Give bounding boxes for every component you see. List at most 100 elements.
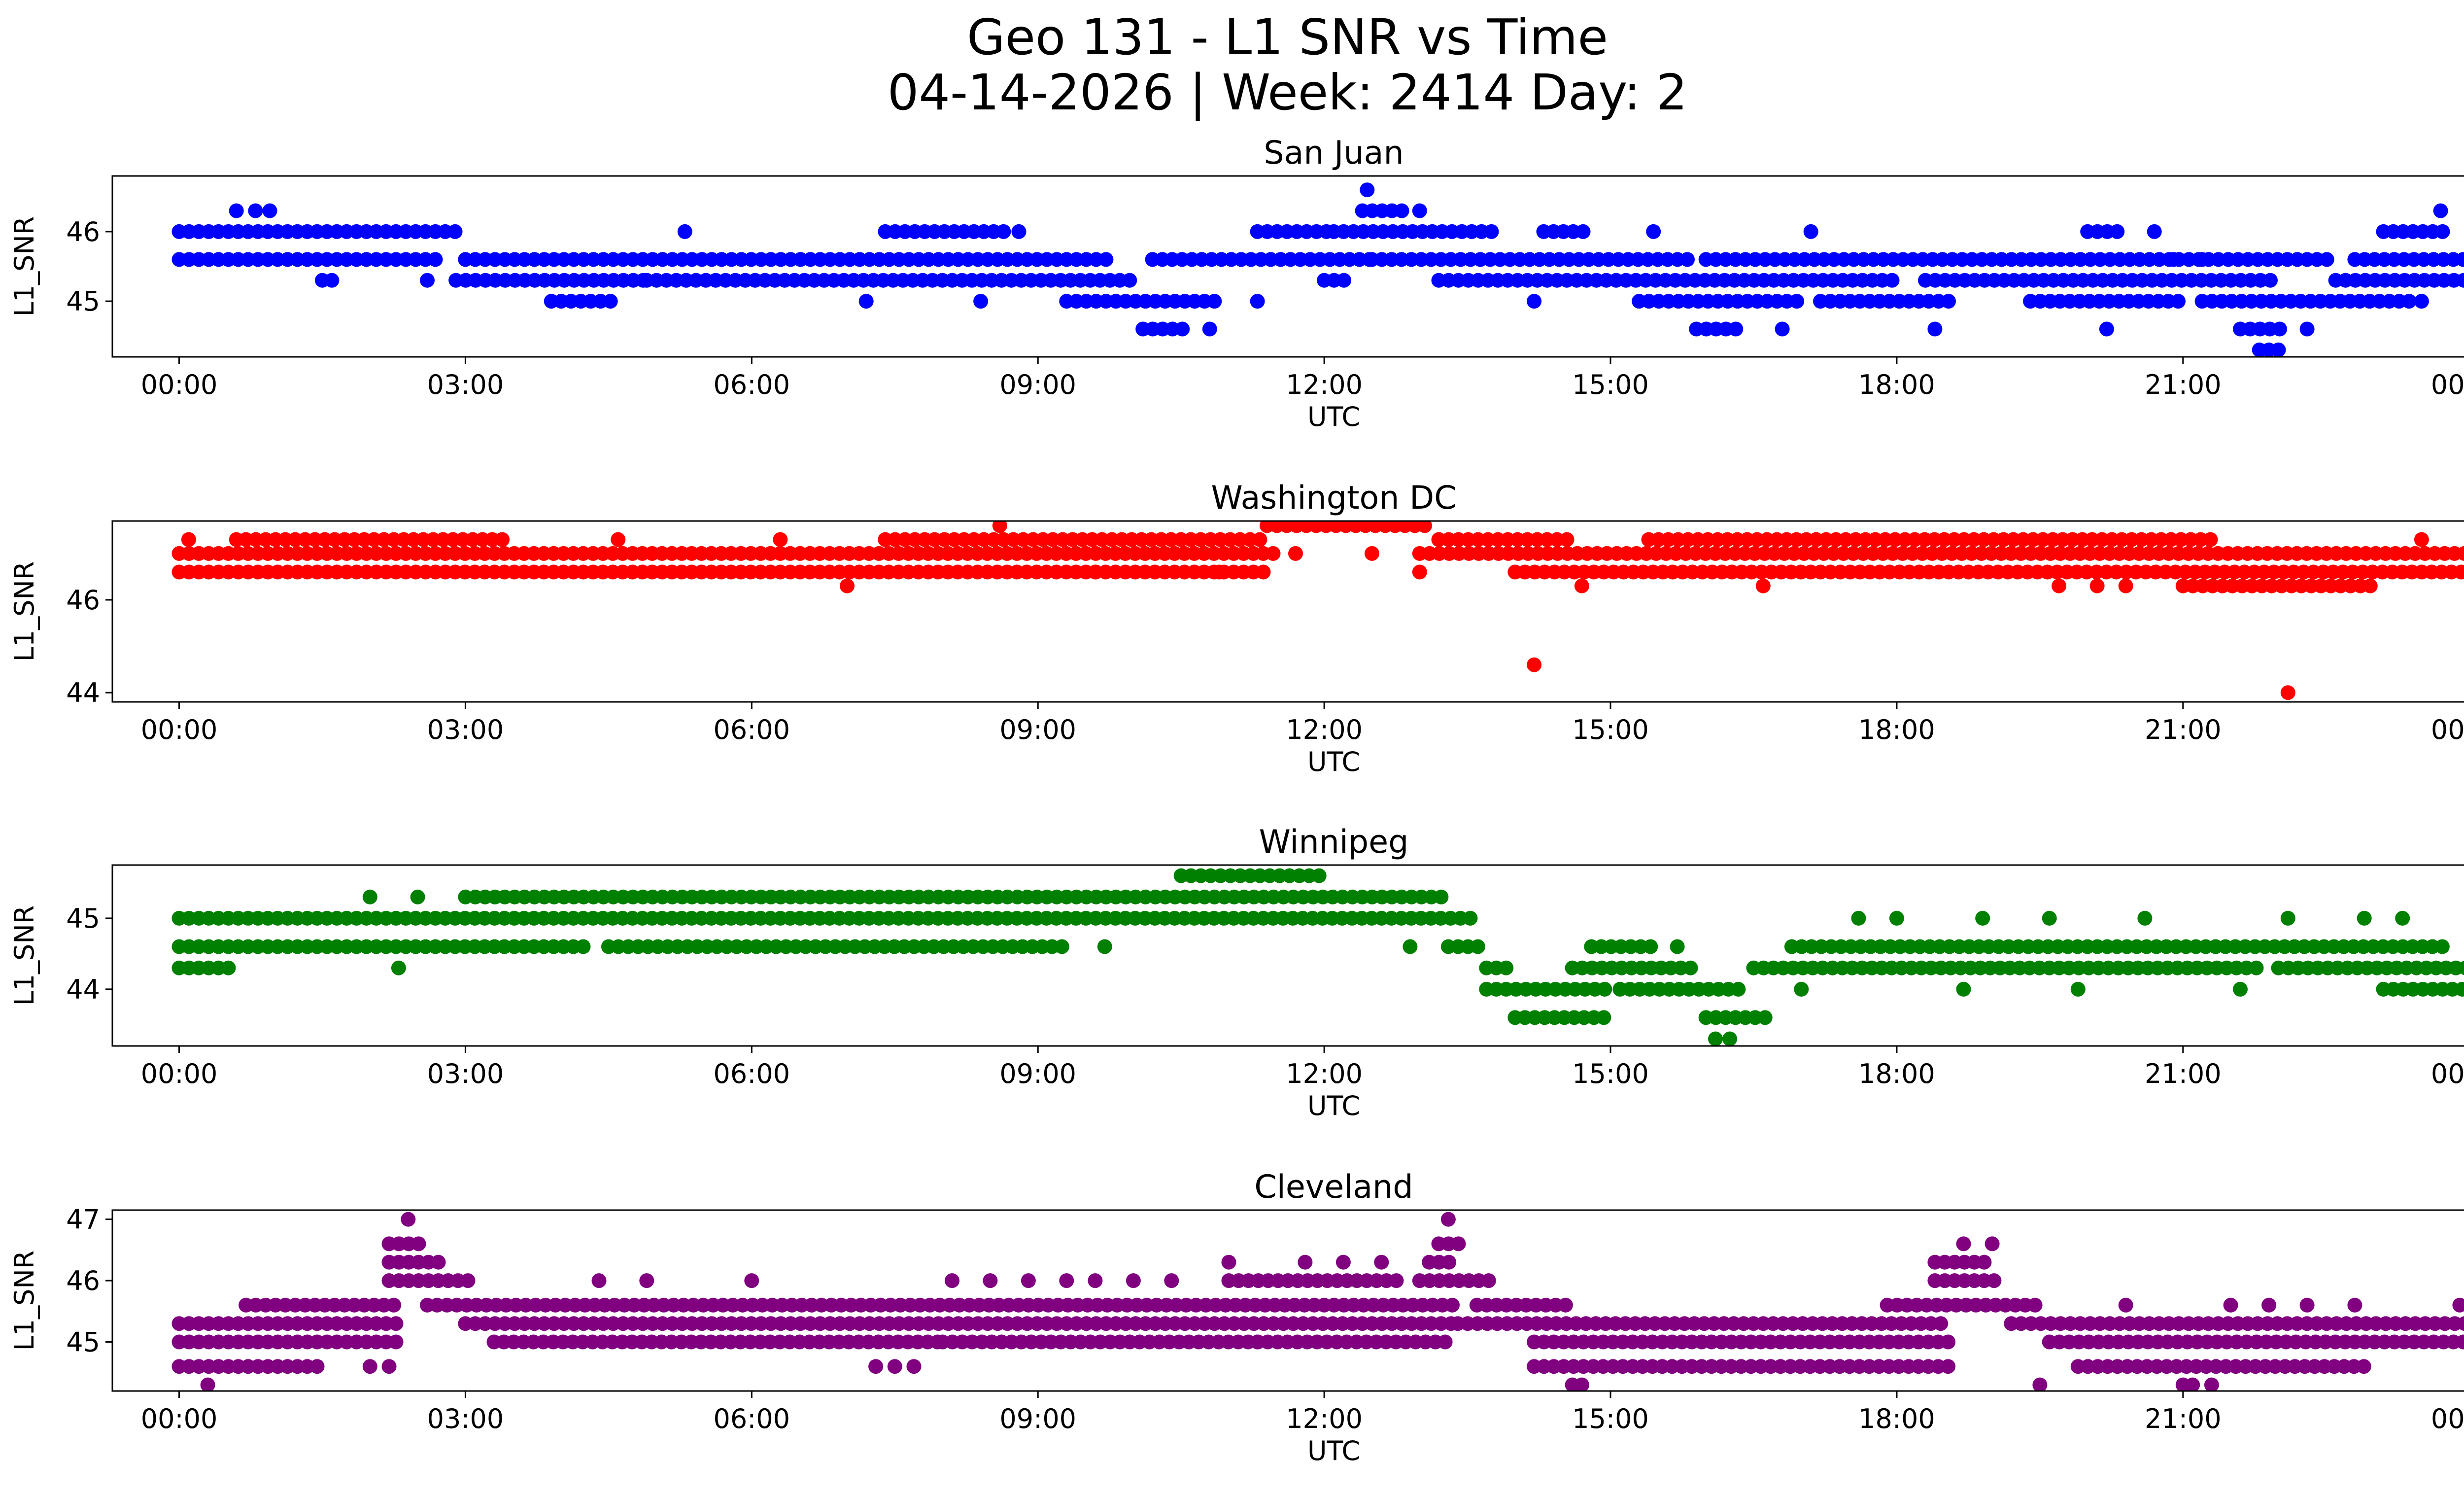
data-point	[1266, 546, 1281, 561]
y-axis-label: L1_SNR	[9, 561, 40, 662]
data-point	[495, 532, 510, 547]
data-point	[447, 224, 463, 239]
x-tick-label: 06:00	[714, 369, 790, 400]
data-point	[2299, 1297, 2315, 1313]
data-point	[1757, 1010, 1773, 1025]
data-point	[1755, 578, 1771, 593]
x-tick-label: 00:00	[141, 1403, 218, 1434]
data-point	[2223, 1297, 2238, 1313]
figure-title: Geo 131 - L1 SNR vs Time 04-14-2026 | We…	[0, 10, 2464, 120]
data-point	[1088, 1273, 1103, 1288]
x-tick-label: 03:00	[427, 1058, 504, 1089]
scatter-series-washington-dc	[171, 521, 2464, 700]
data-point	[2194, 252, 2210, 267]
data-point	[221, 960, 236, 975]
data-point	[1256, 564, 1271, 580]
axes-frame	[111, 520, 2464, 703]
data-point	[2027, 1297, 2043, 1313]
x-tick-label: 06:00	[714, 714, 790, 745]
data-point	[2118, 578, 2133, 593]
data-point	[1437, 1334, 1453, 1350]
data-point	[262, 203, 277, 218]
x-tick-label: 09:00	[999, 714, 1076, 745]
data-point	[2347, 1297, 2362, 1313]
data-point	[1374, 1254, 1389, 1270]
x-tick-label: 00:00	[141, 1058, 218, 1089]
y-tick-label: 44	[66, 677, 100, 708]
data-point	[2456, 1334, 2464, 1350]
data-point	[2395, 910, 2410, 926]
data-point	[1360, 182, 1375, 198]
data-point	[1986, 1273, 2002, 1288]
data-point	[1250, 1334, 1265, 1350]
data-point	[1434, 889, 1449, 904]
x-tick-label: 00:00	[141, 714, 218, 745]
data-point	[1775, 321, 1790, 337]
y-tick-label: 47	[66, 1204, 100, 1235]
data-point	[1481, 1273, 1496, 1288]
data-point	[1941, 294, 1956, 309]
data-point	[2249, 960, 2264, 975]
data-point	[1311, 868, 1327, 883]
data-point	[1985, 1236, 2000, 1252]
data-point	[1403, 939, 1418, 954]
data-point	[2099, 321, 2114, 337]
data-point	[1670, 939, 1685, 954]
x-tick-label: 00:00	[141, 369, 218, 400]
x-tick-label: 21:00	[2145, 1058, 2222, 1089]
data-point	[1941, 1359, 1956, 1374]
data-point	[410, 889, 425, 904]
data-point	[611, 532, 626, 547]
data-point	[1559, 532, 1574, 547]
panel-cleveland: Cleveland 00:00 03:00 06:00 09:00 12:00 15:00 1…	[9, 1169, 2464, 1466]
data-point	[1221, 1254, 1236, 1270]
data-point	[2280, 685, 2295, 700]
data-point	[1389, 1273, 1404, 1288]
data-point	[1445, 1297, 1460, 1313]
data-point	[1527, 657, 1542, 672]
x-tick-label: 03:00	[427, 714, 504, 745]
figure-title-line-1: Geo 131 - L1 SNR vs Time	[967, 8, 1608, 66]
y-axis-label: L1_SNR	[9, 216, 40, 317]
data-point	[2414, 294, 2429, 309]
data-point	[2458, 961, 2464, 975]
data-point	[1059, 1273, 1074, 1288]
data-point	[576, 939, 591, 954]
data-point	[1889, 910, 1904, 926]
data-point	[420, 273, 435, 288]
x-tick-label: 18:00	[1858, 1403, 1935, 1434]
data-point	[1597, 981, 1612, 997]
y-tick-label: 46	[66, 216, 100, 247]
x-tick-label: 09:00	[999, 1058, 1076, 1089]
x-tick-label: 21:00	[2145, 1403, 2222, 1434]
x-tick-label: 06:00	[714, 1058, 790, 1089]
data-point	[1977, 1254, 1992, 1270]
data-point	[428, 252, 443, 267]
y-tick-label: 45	[66, 1326, 100, 1357]
x-axis-label: UTC	[1307, 1435, 1360, 1466]
data-point	[1574, 1377, 1589, 1391]
x-tick-label: 03:00	[427, 1403, 504, 1434]
data-point	[431, 1254, 446, 1270]
data-point	[1412, 564, 1427, 580]
data-point	[992, 521, 1007, 533]
axes-frame	[111, 175, 2464, 358]
data-point	[1484, 224, 1499, 239]
data-point	[1851, 910, 1866, 926]
data-point	[2362, 578, 2378, 593]
x-tick-label: 03:00	[427, 369, 504, 400]
data-point	[887, 1359, 902, 1374]
panel-san-juan: San Juan 00:00 03:00 06:00 09:00 12:00 15:00 18…	[9, 135, 2464, 432]
data-point	[1575, 224, 1591, 239]
panel-title: Cleveland	[1254, 1169, 1413, 1206]
panel-washington-dc: Washington DC 00:00 03:00 06:00 09:00 12:00 15…	[9, 480, 2464, 777]
scatter-series-san-juan	[171, 182, 2464, 357]
data-point	[1126, 1273, 1141, 1288]
data-point	[1728, 321, 1744, 337]
data-point	[1336, 273, 1352, 288]
data-point	[1558, 1297, 1573, 1313]
x-axis-label: UTC	[1307, 746, 1360, 777]
panel-title: San Juan	[1264, 135, 1403, 172]
data-point	[1207, 294, 1222, 309]
data-point	[2271, 342, 2286, 357]
